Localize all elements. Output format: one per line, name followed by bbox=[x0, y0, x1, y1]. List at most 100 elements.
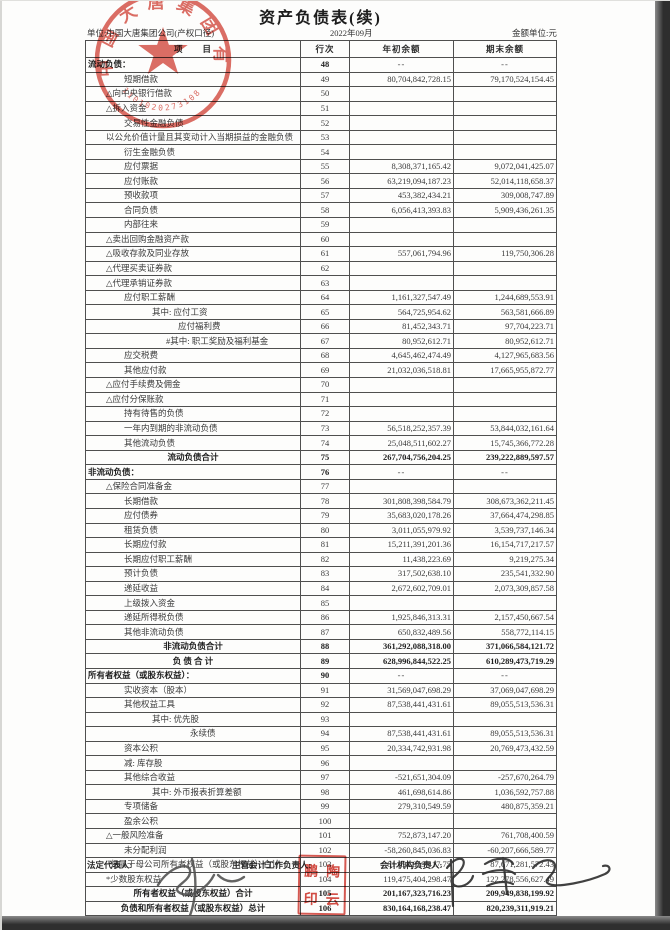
item-cell: 盈余公积 bbox=[85, 813, 301, 829]
ending-balance-cell: 89,055,513,536.31 bbox=[453, 726, 557, 742]
beginning-balance-cell bbox=[349, 755, 454, 771]
ending-balance-cell bbox=[453, 100, 557, 117]
ending-balance-cell: 52,014,118,658.37 bbox=[453, 173, 557, 189]
item-cell: △代理承销证券款 bbox=[85, 275, 301, 291]
item-cell: 其中: 优先股 bbox=[85, 711, 301, 728]
ending-balance-cell: 16,154,717,217.57 bbox=[453, 537, 557, 553]
item-cell: 应付账款 bbox=[85, 173, 301, 189]
ending-balance-cell bbox=[453, 144, 557, 160]
item-cell: 长期借款 bbox=[85, 493, 301, 509]
beginning-balance-cell: 87,538,441,431.61 bbox=[349, 726, 454, 742]
line-number-cell: 68 bbox=[300, 347, 350, 364]
line-number-cell: 92 bbox=[300, 697, 350, 713]
table-row: 一年内到期的非流动负债 73 56,518,252,357.39 53,844,032… bbox=[85, 420, 557, 437]
item-cell: △保险合同准备金 bbox=[85, 478, 301, 495]
line-number-cell: 82 bbox=[300, 551, 350, 568]
beginning-balance-cell: 80,952,612.71 bbox=[349, 333, 454, 349]
item-cell: 递延收益 bbox=[85, 580, 301, 597]
line-number-cell: 77 bbox=[300, 478, 350, 495]
table-row: 递延收益 84 2,672,602,709.01 2,073,309,857.58 bbox=[85, 580, 557, 597]
table-row: △代理承销证券款 63 bbox=[85, 275, 557, 291]
ending-balance-cell: -- bbox=[453, 667, 557, 684]
ending-balance-cell: 820,239,311,919.21 bbox=[453, 900, 557, 917]
beginning-balance-cell bbox=[349, 813, 454, 829]
table-row: 持有待售的负债 72 bbox=[85, 406, 557, 422]
ending-balance-cell: 480,875,359.21 bbox=[453, 798, 557, 815]
beginning-balance-cell: 21,032,036,518.81 bbox=[349, 362, 454, 379]
table-row: 交易性金融负债 52 bbox=[85, 115, 557, 131]
ending-balance-cell bbox=[453, 478, 557, 495]
item-cell: △代理买卖证券款 bbox=[85, 260, 301, 277]
item-cell: 永续债 bbox=[85, 726, 301, 742]
beginning-balance-cell: 35,683,020,178.26 bbox=[349, 507, 454, 524]
item-cell: 其他应付款 bbox=[85, 362, 301, 379]
seal-char: 云 bbox=[325, 893, 340, 909]
ending-balance-cell: 15,745,366,772.28 bbox=[453, 435, 557, 451]
seal-char: 印 bbox=[303, 892, 318, 908]
item-cell: △应付分保账款 bbox=[85, 391, 301, 408]
beginning-balance-cell: 461,698,614.86 bbox=[349, 784, 454, 800]
line-number-cell: 94 bbox=[300, 726, 350, 742]
ending-balance-cell: 119,750,306.28 bbox=[453, 246, 557, 262]
table-row: 流动负债： 48 -- -- bbox=[85, 57, 557, 73]
page-title: 资产负债表(续) bbox=[259, 10, 382, 27]
beginning-balance-cell: 2,672,602,709.01 bbox=[349, 580, 454, 597]
table-row: 减: 库存股 96 bbox=[85, 755, 557, 771]
scan-edge-top bbox=[0, 0, 670, 1]
beginning-balance-cell: 4,645,462,474.49 bbox=[349, 347, 454, 364]
table-row: 盈余公积 100 bbox=[85, 813, 557, 829]
beginning-balance-cell: -58,260,845,036.83 bbox=[349, 842, 454, 859]
item-cell: △应付手续费及佣金 bbox=[85, 377, 301, 393]
item-cell: #其中: 职工奖励及福利基金 bbox=[85, 333, 301, 349]
beginning-balance-cell bbox=[349, 144, 454, 160]
table-row: 预收款项 57 453,382,434.21 309,008,747.89 bbox=[85, 187, 557, 204]
ending-balance-cell: 558,772,114.15 bbox=[453, 624, 557, 640]
table-row: 递延所得税负债 86 1,925,846,313.31 2,157,450,667.5… bbox=[85, 609, 557, 626]
line-number-cell: 90 bbox=[300, 667, 350, 684]
beginning-balance-cell: 3,011,055,979.92 bbox=[349, 522, 454, 539]
ending-balance-cell bbox=[453, 391, 557, 408]
table-row: 实收资本（股本） 91 31,569,047,698.29 37,069,047,69… bbox=[85, 682, 557, 699]
ending-balance-cell bbox=[453, 129, 557, 146]
beginning-balance-cell bbox=[349, 100, 454, 117]
item-cell: 其中: 应付工资 bbox=[85, 304, 301, 320]
table-row: 未分配利润 102 -58,260,845,036.83 -60,207,666,58… bbox=[85, 842, 557, 859]
beginning-balance-cell: 81,452,343.71 bbox=[349, 318, 454, 335]
beginning-balance-cell: 453,382,434.21 bbox=[349, 187, 454, 204]
line-number-cell: 88 bbox=[300, 638, 350, 655]
beginning-balance-cell bbox=[349, 275, 454, 291]
line-number-cell: 89 bbox=[300, 653, 350, 669]
ending-balance-cell: 239,222,889,597.57 bbox=[453, 449, 557, 466]
beginning-balance-cell bbox=[349, 231, 454, 248]
line-number-cell: 69 bbox=[300, 362, 350, 379]
line-number-cell: 96 bbox=[300, 755, 350, 771]
item-cell: 应付职工薪酬 bbox=[85, 289, 301, 306]
ending-balance-cell: 2,073,309,857.58 bbox=[453, 580, 557, 597]
line-number-cell: 87 bbox=[300, 624, 350, 640]
table-row: 长期借款 78 301,808,398,584.79 308,673,362,211.… bbox=[85, 493, 557, 509]
beginning-balance-cell: 557,061,794.96 bbox=[349, 246, 454, 262]
period-label: 2022年09月 bbox=[330, 28, 373, 38]
item-cell: 应付债券 bbox=[85, 507, 301, 524]
ending-balance-cell: 9,219,275.34 bbox=[453, 551, 557, 568]
line-number-cell: 95 bbox=[300, 740, 350, 757]
beginning-balance-cell bbox=[349, 406, 454, 422]
beginning-balance-cell bbox=[349, 377, 454, 393]
item-cell: 所有者权益（或股东权益）合计 bbox=[85, 886, 301, 902]
ending-balance-cell: 2,157,450,667.54 bbox=[453, 609, 557, 626]
beginning-balance-cell: 752,873,147.20 bbox=[349, 827, 454, 844]
table-row: △吸收存款及同业存放 61 557,061,794.96 119,750,306.28 bbox=[85, 246, 557, 262]
line-number-cell: 93 bbox=[300, 711, 350, 728]
table-row: △应付手续费及佣金 70 bbox=[85, 377, 557, 393]
seal-char: 鹏 bbox=[304, 864, 319, 880]
table-row: 其他流动负债 74 25,048,511,602.27 15,745,366,772.… bbox=[85, 435, 557, 451]
ending-balance-cell: 4,127,965,683.56 bbox=[453, 347, 557, 364]
beginning-balance-cell bbox=[349, 595, 454, 611]
ending-balance-cell: 53,844,032,161.64 bbox=[453, 420, 557, 437]
table-row: 应付福利费 66 81,452,343.71 97,704,223.71 bbox=[85, 318, 557, 335]
table-body: 流动负债： 48 -- -- 短期借款 49 80,704,842,728.15 79,170… bbox=[85, 57, 557, 917]
beginning-balance-cell: 650,832,489.56 bbox=[349, 624, 454, 640]
table-row: 非流动负债合计 88 361,292,088,318.00 371,066,584,1… bbox=[85, 638, 557, 655]
item-cell: 所有者权益（或股东权益）： bbox=[85, 667, 301, 684]
